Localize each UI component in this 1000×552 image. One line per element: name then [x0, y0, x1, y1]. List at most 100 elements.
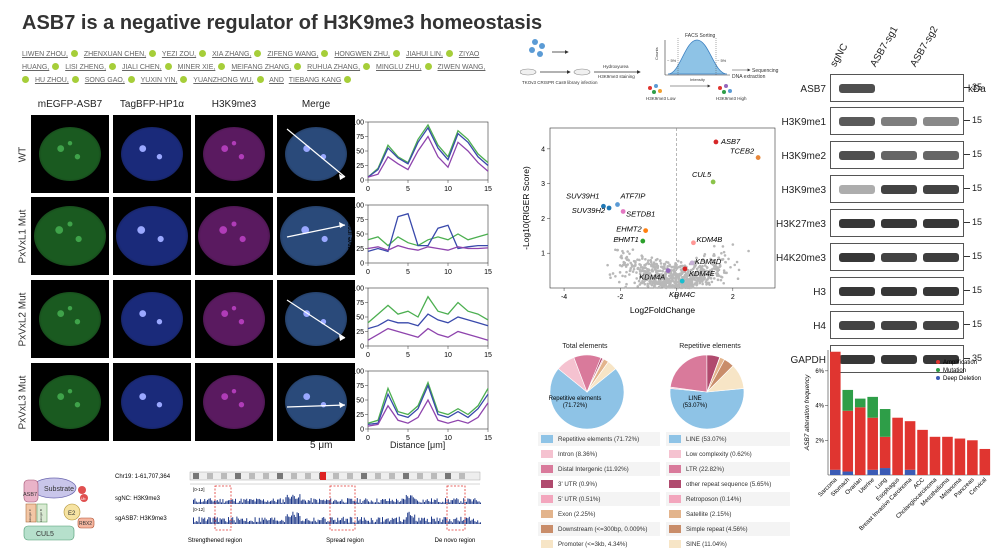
- signal-bar: [244, 521, 246, 524]
- signal-bar: [412, 517, 414, 524]
- author-name[interactable]: YUXIN YIN,: [140, 77, 178, 84]
- gene-point: [676, 272, 680, 276]
- author-name[interactable]: LIWEN ZHOU,: [22, 51, 68, 58]
- legend-item: LTR (22.82%): [666, 462, 790, 477]
- orcid-icon[interactable]: [294, 63, 302, 70]
- band-label: H3: [813, 287, 826, 298]
- author-name[interactable]: LISI ZHENG,: [65, 64, 107, 71]
- microscopy-panel: [277, 280, 355, 358]
- orcid-icon[interactable]: [71, 76, 79, 83]
- gene-point: [723, 254, 727, 257]
- orcid-icon[interactable]: [445, 50, 453, 57]
- legend-label: Repetitive elements (71.72%): [558, 435, 640, 443]
- author-name[interactable]: XIA ZHANG,: [212, 51, 252, 58]
- signal-bar: [352, 522, 354, 524]
- author-name[interactable]: HONGWEN ZHU,: [334, 51, 390, 58]
- bar-segment: [867, 469, 878, 475]
- signal-bar: [328, 521, 330, 524]
- pie-center-label: Repetitive elements: [549, 396, 602, 402]
- mw-label: 15: [972, 251, 983, 261]
- x-tick-label: 5: [406, 352, 410, 359]
- gene-point: [637, 266, 640, 270]
- gene-point: [673, 281, 677, 285]
- signal-bar: [319, 498, 320, 504]
- signal-bar: [369, 522, 371, 524]
- signal-bar: [310, 521, 312, 524]
- author-name[interactable]: JIAHUI LIN,: [405, 51, 443, 58]
- microscopy-panel: [31, 363, 109, 441]
- gene-point: [650, 263, 653, 266]
- author-name[interactable]: MINGLU ZHU,: [376, 64, 422, 71]
- orcid-icon[interactable]: [149, 50, 157, 57]
- author-name[interactable]: MINER XIE,: [177, 64, 216, 71]
- orcid-icon[interactable]: [52, 63, 60, 70]
- orcid-icon[interactable]: [199, 50, 207, 57]
- signal-bar: [289, 498, 291, 504]
- orcid-icon[interactable]: [256, 76, 264, 83]
- orcid-icon[interactable]: [127, 76, 135, 83]
- orcid-icon[interactable]: [363, 63, 371, 70]
- orcid-icon[interactable]: [22, 76, 29, 83]
- author-name[interactable]: MEIFANG ZHANG,: [231, 64, 292, 71]
- signal-bar: [257, 499, 259, 504]
- gene-point: [671, 279, 675, 283]
- orcid-icon[interactable]: [109, 63, 117, 70]
- author-name[interactable]: YUANZHONG WU,: [193, 77, 254, 84]
- author-name[interactable]: ZIFENG WANG,: [267, 51, 319, 58]
- author-name[interactable]: AND: [269, 77, 284, 84]
- signal-bar: [334, 519, 336, 524]
- signal-bar: [218, 521, 220, 524]
- profile-line: [367, 126, 489, 178]
- orcid-icon[interactable]: [321, 50, 329, 57]
- signal-bar: [305, 518, 306, 524]
- profile-line: [367, 313, 489, 330]
- gene-label: CUL5: [692, 170, 712, 179]
- protein-band: [839, 151, 875, 160]
- orcid-icon[interactable]: [424, 63, 432, 70]
- orcid-icon[interactable]: [218, 63, 226, 70]
- orcid-icon[interactable]: [70, 50, 78, 57]
- gene-point: [606, 263, 609, 267]
- signal-bar: [474, 521, 476, 524]
- orcid-icon[interactable]: [344, 76, 352, 83]
- author-name[interactable]: ZHENXUAN CHEN,: [83, 51, 147, 58]
- author-name[interactable]: RUHUA ZHANG,: [307, 64, 361, 71]
- signal-bar: [401, 522, 403, 524]
- signal-bar: [258, 498, 260, 504]
- gene-point: [708, 275, 711, 279]
- microscopy-panel: [31, 197, 109, 275]
- centromere: [320, 472, 326, 480]
- mw-tick: [964, 324, 970, 325]
- signal-bar: [408, 511, 410, 524]
- highlight-gene-point: [620, 209, 626, 214]
- orcid-icon[interactable]: [164, 63, 172, 70]
- author-name[interactable]: ZIWEN WANG,: [437, 64, 486, 71]
- author-name[interactable]: YEZI ZOU,: [161, 51, 197, 58]
- author-name[interactable]: SONG GAO,: [84, 77, 125, 84]
- y-tick-label: 50: [356, 398, 364, 405]
- y-tick-label: 4: [541, 146, 545, 153]
- signal-bar: [313, 498, 315, 504]
- microscopy-panel: [277, 363, 355, 441]
- signal-bar: [421, 502, 423, 504]
- author-name[interactable]: TIEBANG KANG: [288, 77, 342, 84]
- gene-point: [655, 269, 659, 272]
- signal-bar: [226, 522, 228, 524]
- orcid-icon[interactable]: [180, 76, 188, 83]
- gene-point: [624, 285, 627, 289]
- gene-point: [611, 272, 615, 275]
- orcid-icon[interactable]: [392, 50, 400, 57]
- ub-icon: [80, 494, 88, 502]
- author-name[interactable]: JIALI CHEN,: [121, 64, 162, 71]
- highlight-gene-point: [713, 139, 719, 145]
- x-tick-label: 0: [366, 186, 370, 193]
- legend-swatch: [541, 495, 553, 503]
- author-name[interactable]: HU ZHOU,: [34, 77, 69, 84]
- gene-point: [668, 274, 671, 277]
- signal-bar: [422, 518, 424, 524]
- label-rbx2: RBX2: [79, 521, 92, 527]
- step-dna: DNA extraction: [732, 74, 766, 80]
- orcid-icon[interactable]: [254, 50, 262, 57]
- author-name[interactable]: ZIYAO HUANG,: [22, 51, 480, 71]
- gene-point: [673, 273, 677, 277]
